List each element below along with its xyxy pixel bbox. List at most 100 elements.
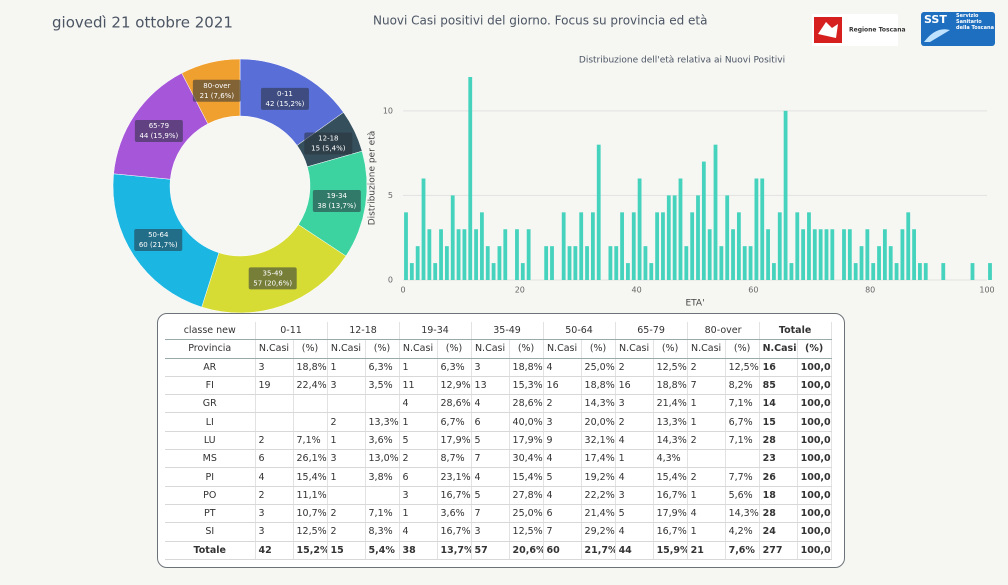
cell: 5 — [471, 431, 510, 451]
cell: 16,7% — [653, 486, 688, 505]
bar — [497, 246, 502, 280]
table-row: PT 3 10,7% 2 7,1% 1 3,6% 7 25,0% 6 21,4% 5 17,9% 4 14,… — [165, 504, 832, 524]
header-cell: 35-49 — [471, 322, 544, 341]
bar — [626, 263, 630, 280]
bar — [818, 229, 823, 280]
cell: 2 — [327, 504, 366, 524]
cell: 15 — [759, 412, 798, 432]
cell: 25,0% — [581, 358, 616, 377]
cell: 2 — [687, 358, 726, 377]
bar — [585, 246, 589, 280]
slice-label: 60 (21,7%) — [139, 241, 178, 249]
cell: 42 — [255, 540, 294, 560]
subheader-cell: (%) — [437, 339, 472, 359]
header-cell: 0-11 — [255, 322, 328, 341]
slice-category: 65-79 — [149, 122, 169, 130]
bar — [456, 229, 461, 280]
bar — [608, 246, 613, 280]
cell: 10,7% — [293, 504, 328, 524]
cell: 18,8% — [581, 376, 616, 396]
cell: 2 — [327, 522, 366, 542]
cell: 22,2% — [581, 486, 616, 505]
slice-label: 21 (7,6%) — [200, 92, 235, 100]
bar — [725, 195, 730, 280]
cell: 4 — [543, 486, 582, 505]
bar — [567, 246, 572, 280]
page-title: Nuovi Casi positivi del giorno. Focus su… — [373, 14, 707, 28]
slice-category: 35-49 — [263, 269, 283, 277]
subheader-cell: N.Casi — [255, 339, 294, 359]
cell: 15,3% — [509, 376, 544, 396]
cell: 1 — [687, 522, 726, 542]
label-box — [304, 132, 353, 155]
header-row: classe new 0-11 12-18 19-34 35-49 50-64 65-79 8… — [165, 322, 832, 341]
cell: 30,4% — [509, 449, 544, 469]
bar — [696, 195, 700, 280]
bar — [830, 229, 835, 280]
label-box — [312, 189, 361, 212]
x-tick-label: 60 — [748, 286, 758, 295]
cell: 100,0% — [797, 358, 832, 377]
subheader-cell: N.Casi — [399, 339, 438, 359]
bar — [754, 178, 759, 280]
cell — [365, 394, 400, 414]
subheader-cell: (%) — [509, 339, 544, 359]
logo-text: SST — [924, 13, 947, 26]
cell: 14,3% — [653, 431, 688, 451]
cell: 22,4% — [293, 376, 328, 396]
cell: 14,3% — [581, 394, 616, 414]
cell — [327, 486, 366, 505]
cell: 14 — [759, 394, 798, 414]
cell — [327, 394, 366, 414]
cell: 2 — [255, 486, 294, 505]
cell: 6,7% — [437, 412, 472, 432]
cell: 3 — [255, 504, 294, 524]
bar — [847, 229, 852, 280]
chart-title: Distribuzione dell'età relativa ai Nuovi… — [579, 56, 785, 66]
y-tick-label: 0 — [388, 276, 393, 285]
bar — [550, 246, 554, 280]
subheader-cell: N.Casi — [759, 339, 798, 359]
cell: 7,6% — [725, 540, 760, 560]
cell: 18,8% — [653, 376, 688, 396]
cell: 15,4% — [509, 467, 544, 487]
cell: 2 — [399, 449, 438, 469]
slice-category: 19-34 — [327, 192, 348, 200]
cell: 16,7% — [653, 522, 688, 542]
bar — [795, 212, 800, 280]
cell: 85 — [759, 376, 798, 396]
x-tick-label: 100 — [979, 286, 994, 295]
cell: 7,7% — [725, 467, 760, 487]
cell: 5 — [399, 431, 438, 451]
bar — [573, 246, 578, 280]
cell: 1 — [687, 486, 726, 505]
cell: 4 — [615, 522, 654, 542]
y-tick-label: 5 — [388, 191, 393, 200]
label-box — [260, 87, 309, 110]
cell: 3 — [615, 486, 654, 505]
bar — [561, 212, 566, 280]
cell: 3 — [327, 449, 366, 469]
bar — [988, 263, 992, 280]
cell: 6 — [255, 449, 294, 469]
header-cell: 65-79 — [615, 322, 688, 341]
cell: 5 — [543, 467, 582, 487]
cell: 2 — [687, 467, 726, 487]
cell: 7,1% — [725, 431, 760, 451]
cell: 5 — [615, 504, 654, 524]
cell: 4 — [543, 358, 582, 377]
bar — [877, 246, 881, 280]
cell: 12,5% — [293, 522, 328, 542]
cell: 21,4% — [581, 504, 616, 524]
province: PT — [165, 504, 256, 524]
cell: 7,1% — [725, 394, 760, 414]
cell: 2 — [255, 431, 294, 451]
cell: 4 — [543, 449, 582, 469]
cell: 6,3% — [437, 358, 472, 377]
cell: 6,3% — [365, 358, 400, 377]
cell: 16 — [543, 376, 582, 396]
bar — [620, 212, 624, 280]
province-table: classe new 0-11 12-18 19-34 35-49 50-64 65-79 8… — [165, 322, 832, 560]
bar — [631, 212, 636, 280]
bar — [923, 263, 928, 280]
